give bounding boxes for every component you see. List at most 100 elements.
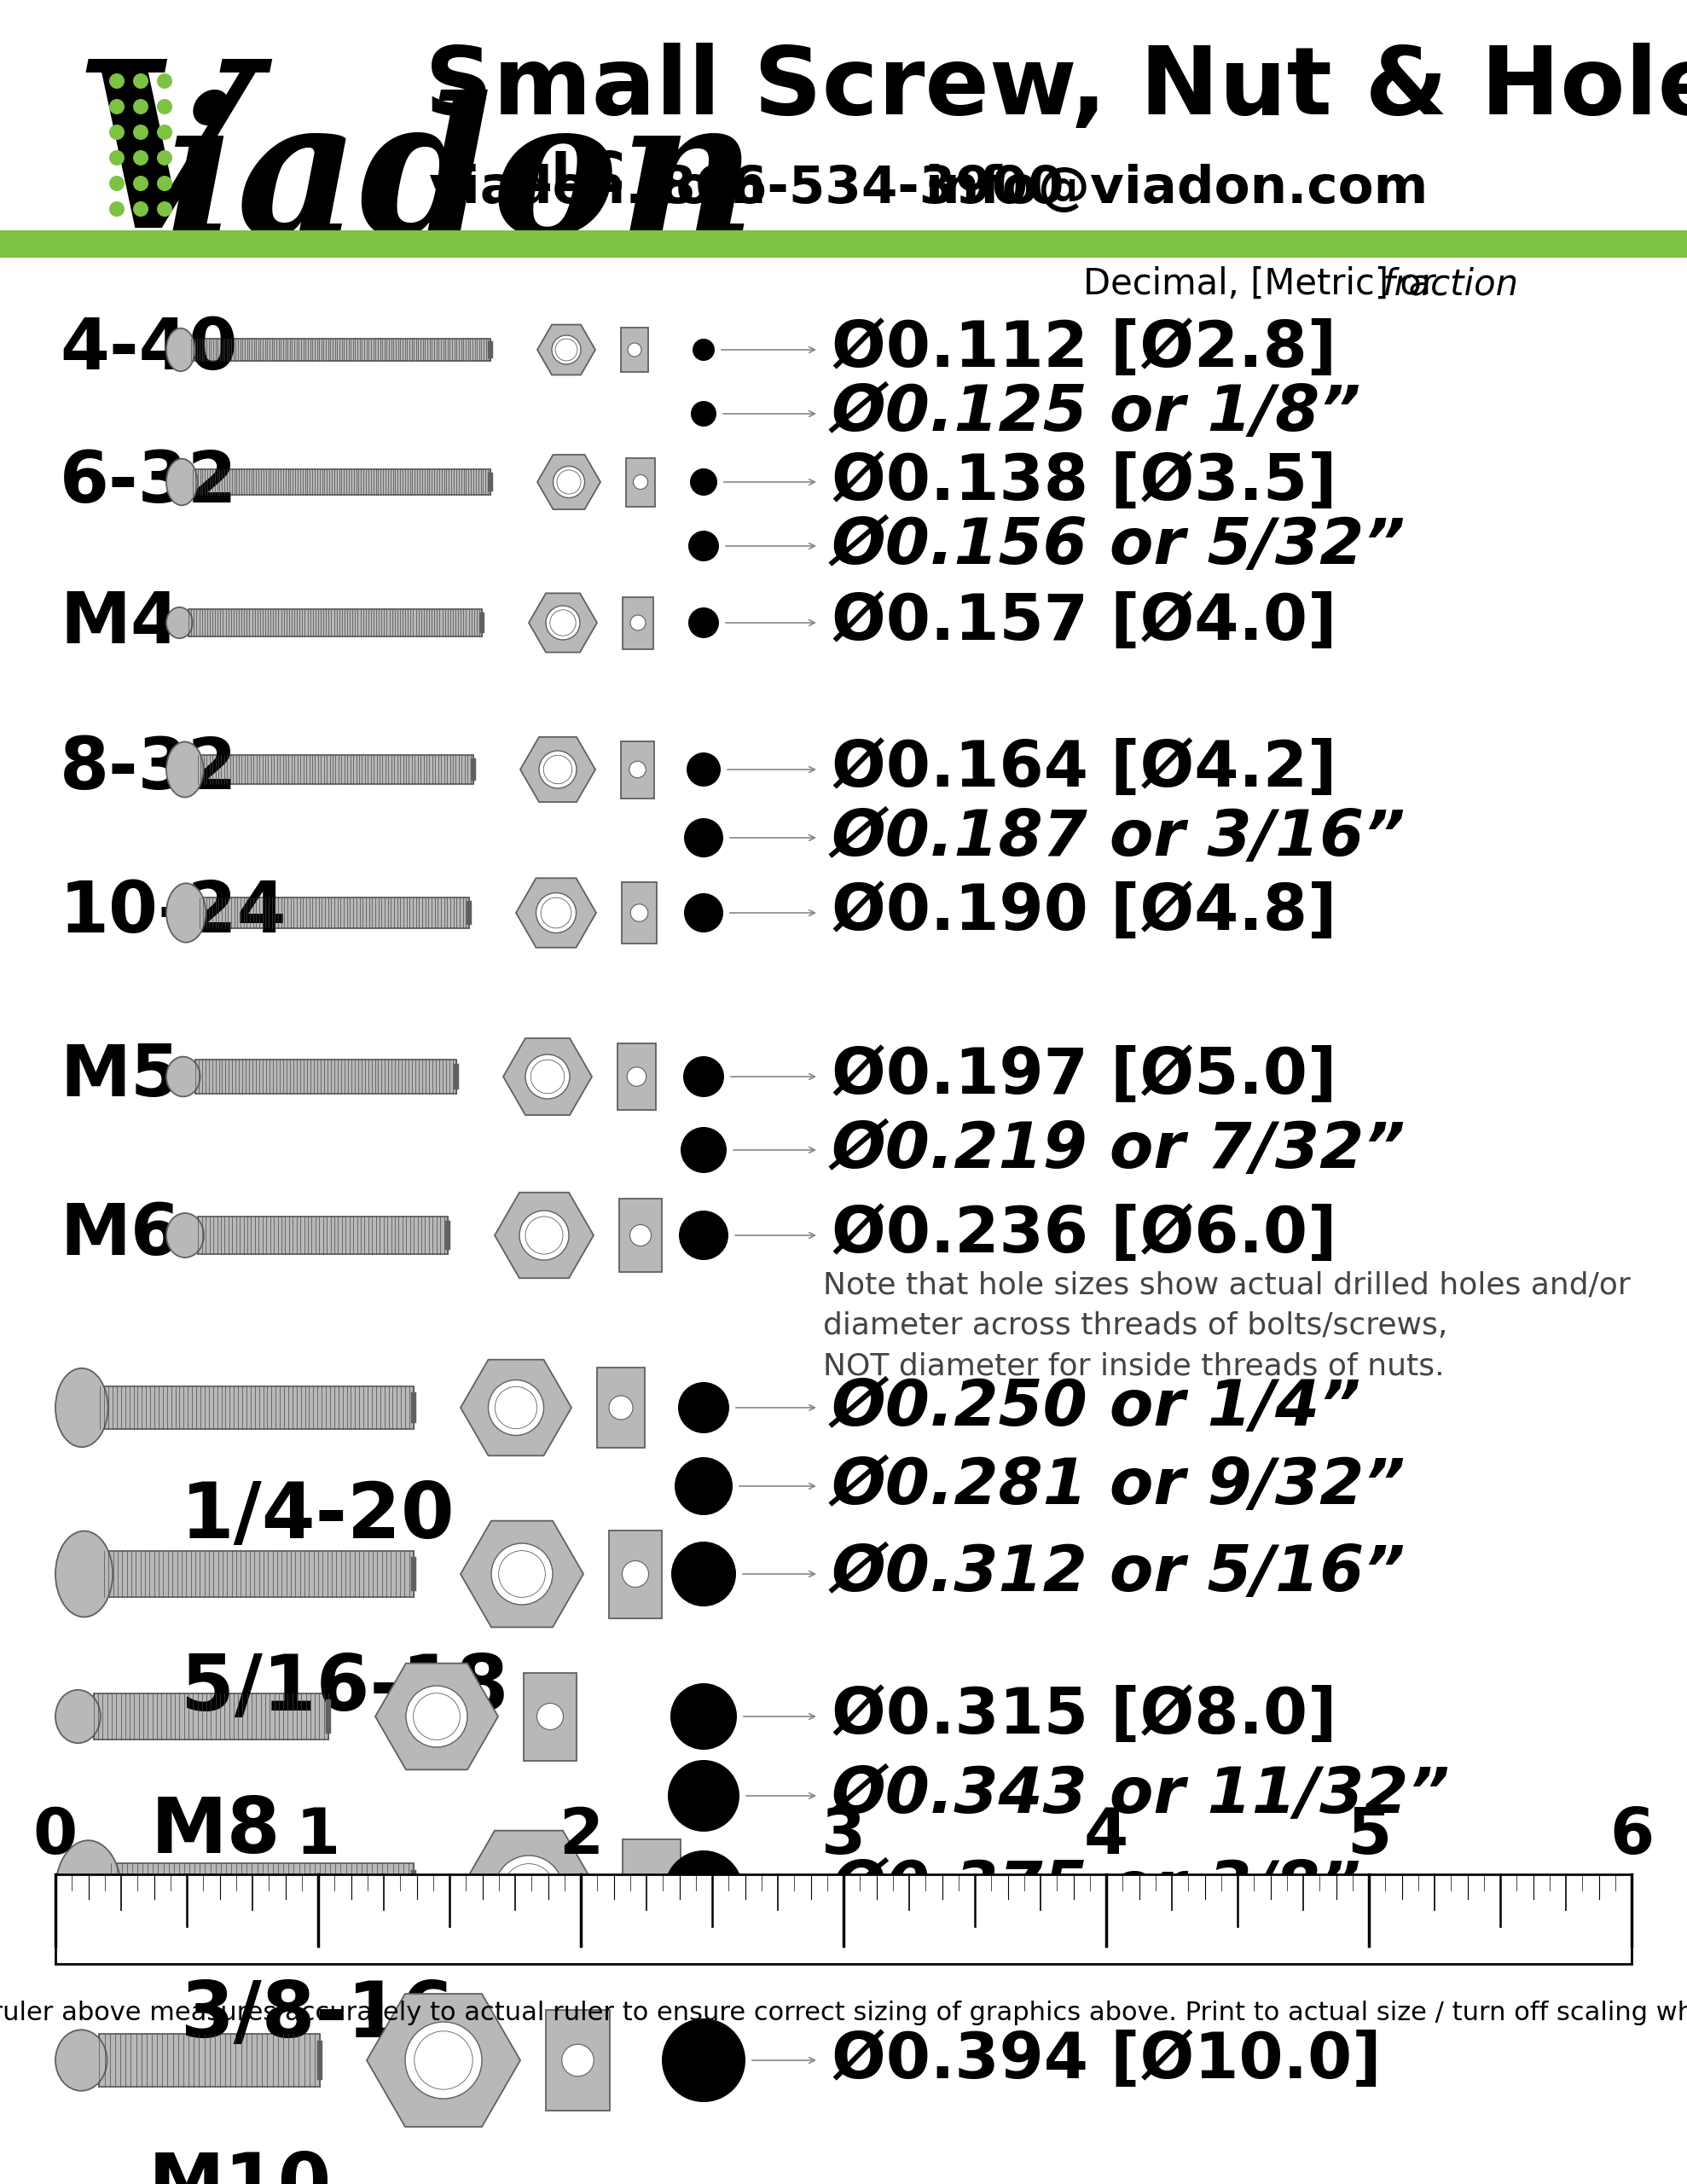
Bar: [488, 341, 493, 358]
Text: Ø0.236 [Ø6.0]: Ø0.236 [Ø6.0]: [832, 1203, 1336, 1267]
Text: M5: M5: [59, 1042, 181, 1112]
Ellipse shape: [167, 743, 204, 797]
Bar: [626, 459, 655, 507]
Text: M10: M10: [148, 2149, 332, 2184]
Circle shape: [670, 1684, 737, 1749]
Bar: [191, 339, 491, 360]
Polygon shape: [528, 594, 597, 653]
Bar: [621, 740, 655, 797]
Text: Ø0.197 [Ø5.0]: Ø0.197 [Ø5.0]: [832, 1046, 1336, 1107]
Text: 0: 0: [34, 1806, 78, 1867]
Text: 4: 4: [1085, 1806, 1129, 1867]
Circle shape: [407, 1686, 467, 1747]
Circle shape: [157, 124, 172, 140]
Text: Small Screw, Nut & Hole Chart: Small Screw, Nut & Hole Chart: [425, 44, 1687, 133]
Text: Ø0.187 or 3/16”: Ø0.187 or 3/16”: [832, 806, 1405, 869]
Bar: [547, 2009, 609, 2110]
Bar: [111, 1863, 413, 1915]
Circle shape: [133, 175, 148, 190]
Circle shape: [631, 616, 646, 631]
Bar: [196, 1059, 455, 1094]
Text: M6: M6: [59, 1201, 181, 1269]
Polygon shape: [461, 1361, 572, 1457]
Text: 4-40: 4-40: [59, 314, 238, 384]
Circle shape: [678, 1210, 729, 1260]
Text: 866-534-3900: 866-534-3900: [658, 164, 1064, 214]
Text: 5: 5: [1346, 1806, 1392, 1867]
Text: Note that hole sizes show actual drilled holes and/or
diameter across threads of: Note that hole sizes show actual drilled…: [823, 1271, 1631, 1380]
Circle shape: [110, 151, 125, 166]
Text: Ø0.281 or 9/32”: Ø0.281 or 9/32”: [832, 1455, 1405, 1518]
Circle shape: [683, 893, 724, 933]
Circle shape: [638, 1876, 666, 1904]
Bar: [523, 1673, 577, 1760]
Polygon shape: [461, 1520, 584, 1627]
Circle shape: [133, 98, 148, 114]
Ellipse shape: [56, 1841, 121, 1939]
Circle shape: [157, 74, 172, 90]
Text: viadon.com: viadon.com: [428, 164, 766, 214]
Text: Ø0.125 or 1/8”: Ø0.125 or 1/8”: [832, 382, 1361, 446]
Bar: [479, 614, 484, 633]
Text: Ø0.375 or 3/8”: Ø0.375 or 3/8”: [832, 1859, 1361, 1920]
Text: Ø0.315 [Ø8.0]: Ø0.315 [Ø8.0]: [832, 1686, 1336, 1747]
Bar: [105, 1551, 413, 1597]
Text: Ø0.138 [Ø3.5]: Ø0.138 [Ø3.5]: [832, 450, 1336, 513]
Ellipse shape: [167, 1057, 201, 1096]
Bar: [621, 328, 648, 371]
Bar: [326, 1699, 331, 1734]
Text: 8-32: 8-32: [59, 736, 238, 804]
Circle shape: [536, 893, 577, 933]
Polygon shape: [503, 1037, 592, 1116]
Text: Ø0.112 [Ø2.8]: Ø0.112 [Ø2.8]: [832, 319, 1336, 380]
Text: 2: 2: [558, 1806, 602, 1867]
Circle shape: [629, 1225, 651, 1247]
Circle shape: [665, 1850, 742, 1928]
Bar: [445, 1221, 450, 1249]
Polygon shape: [538, 325, 596, 376]
Text: LLC: LLC: [516, 149, 626, 203]
Text: Ø0.312 or 5/16”: Ø0.312 or 5/16”: [832, 1542, 1405, 1605]
Text: 6: 6: [1609, 1806, 1653, 1867]
Circle shape: [133, 151, 148, 166]
Circle shape: [628, 1068, 646, 1085]
Text: 10-24: 10-24: [59, 878, 287, 948]
Circle shape: [157, 98, 172, 114]
Bar: [199, 898, 469, 928]
Circle shape: [661, 2018, 746, 2101]
Bar: [597, 1367, 644, 1448]
Circle shape: [405, 2022, 482, 2099]
Circle shape: [157, 175, 172, 190]
Polygon shape: [538, 454, 601, 509]
Text: 1/4-20: 1/4-20: [181, 1479, 455, 1555]
Bar: [623, 596, 653, 649]
Text: Ø0.343 or 11/32”: Ø0.343 or 11/32”: [832, 1765, 1451, 1828]
Circle shape: [133, 124, 148, 140]
Polygon shape: [520, 736, 596, 802]
Text: Check that ruler above measures accurately to actual ruler to ensure correct siz: Check that ruler above measures accurate…: [0, 2001, 1687, 2025]
Circle shape: [633, 474, 648, 489]
Circle shape: [157, 201, 172, 216]
Bar: [94, 1693, 329, 1738]
Text: fraction: fraction: [1382, 266, 1518, 301]
Ellipse shape: [167, 328, 196, 371]
Bar: [471, 758, 476, 780]
Circle shape: [110, 98, 125, 114]
Circle shape: [133, 74, 148, 90]
Ellipse shape: [167, 1212, 204, 1258]
Text: Ø0.394 [Ø10.0]: Ø0.394 [Ø10.0]: [832, 2029, 1382, 2092]
Ellipse shape: [167, 607, 192, 638]
Circle shape: [553, 465, 585, 498]
Ellipse shape: [56, 1531, 113, 1616]
Bar: [317, 2040, 322, 2079]
Text: Ø0.250 or 1/4”: Ø0.250 or 1/4”: [832, 1376, 1361, 1439]
Bar: [619, 1199, 661, 1271]
Circle shape: [671, 1542, 736, 1607]
Circle shape: [547, 605, 580, 640]
Circle shape: [623, 1562, 648, 1588]
Circle shape: [688, 607, 719, 638]
Bar: [56, 1874, 1631, 1963]
Text: 1: 1: [295, 1806, 341, 1867]
Circle shape: [631, 904, 648, 922]
Ellipse shape: [56, 1367, 108, 1448]
